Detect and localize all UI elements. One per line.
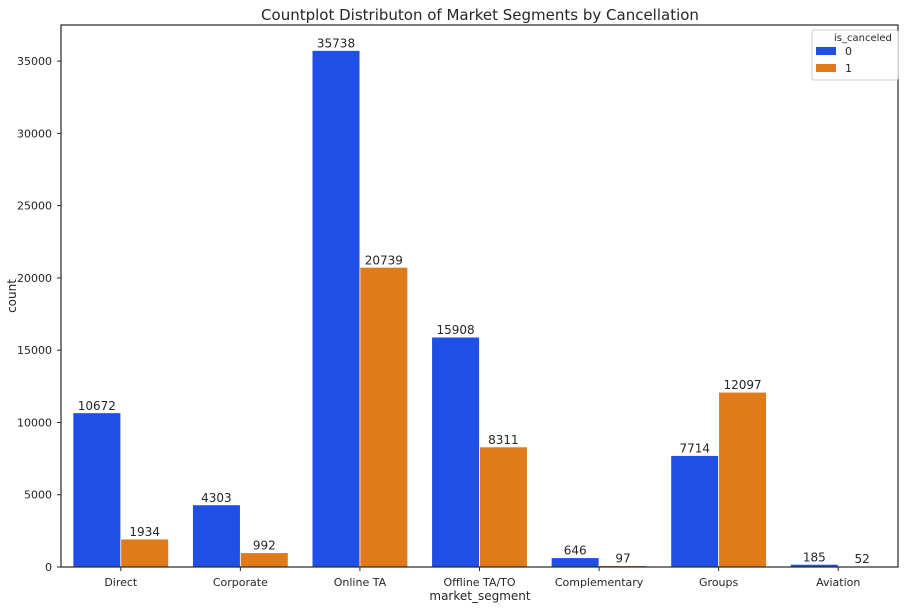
bars-layer	[72, 50, 887, 568]
data-label: 4303	[201, 491, 232, 505]
bar-direct-series-0	[72, 412, 122, 568]
data-label: 646	[564, 544, 587, 558]
x-axis-label: market_segment	[429, 589, 531, 603]
bar-offline-ta-to-series-1	[479, 446, 528, 568]
y-tick-label: 5000	[24, 489, 52, 502]
data-label: 20739	[365, 253, 403, 267]
legend-swatch-0	[816, 47, 836, 55]
x-tick-label: Complementary	[555, 576, 644, 589]
data-labels-layer: 10672 1934 4303 992 35738 20739 15908 8311 646 97…	[78, 36, 870, 566]
bar-groups-series-0	[670, 455, 720, 568]
bar-corporate-series-1	[239, 552, 289, 568]
plot-frame	[60, 24, 899, 568]
x-tick-label: Groups	[699, 576, 738, 589]
y-axis-label: count	[5, 279, 19, 313]
data-label: 992	[253, 539, 276, 553]
x-tick-label: Online TA	[334, 576, 387, 589]
data-label: 12097	[723, 378, 761, 392]
data-label: 52	[854, 552, 869, 566]
bar-offline-ta-to-series-0	[431, 336, 480, 568]
bar-groups-series-1	[718, 391, 767, 568]
data-label: 185	[803, 550, 826, 564]
bar-direct-series-1	[120, 538, 170, 568]
data-label: 35738	[317, 36, 355, 50]
bar-corporate-series-0	[192, 504, 241, 568]
y-tick-label: 15000	[17, 344, 52, 357]
x-tick-label: Direct	[104, 576, 138, 589]
bar-online-ta-series-1	[359, 266, 409, 568]
legend: is_canceled 0 1	[811, 29, 899, 81]
legend-swatch-1	[816, 64, 836, 72]
legend-title: is_canceled	[834, 33, 892, 44]
y-tick-label: 25000	[17, 200, 52, 213]
chart-title: Countplot Distributon of Market Segments…	[261, 6, 699, 24]
data-label: 8311	[488, 433, 519, 447]
y-tick-label: 30000	[17, 127, 52, 140]
x-tick-label: Aviation	[816, 576, 860, 589]
y-tick-label: 35000	[17, 55, 52, 68]
x-tick-label: Corporate	[213, 576, 268, 589]
data-label: 1934	[129, 525, 160, 539]
data-label: 10672	[78, 399, 116, 413]
bar-online-ta-series-0	[311, 50, 361, 568]
bar-complementary-series-0	[550, 557, 600, 568]
data-label: 7714	[679, 442, 710, 456]
axes-layer: Direct Corporate Online TA Offline TA/TO Com…	[17, 24, 899, 589]
legend-label-0: 0	[845, 45, 852, 58]
x-tick-label: Offline TA/TO	[443, 576, 515, 589]
data-label: 97	[615, 552, 630, 566]
y-tick-label: 0	[45, 561, 52, 574]
y-tick-label: 20000	[17, 272, 52, 285]
data-label: 15908	[436, 323, 474, 337]
y-tick-label: 10000	[17, 416, 52, 429]
legend-label-1: 1	[845, 62, 852, 75]
